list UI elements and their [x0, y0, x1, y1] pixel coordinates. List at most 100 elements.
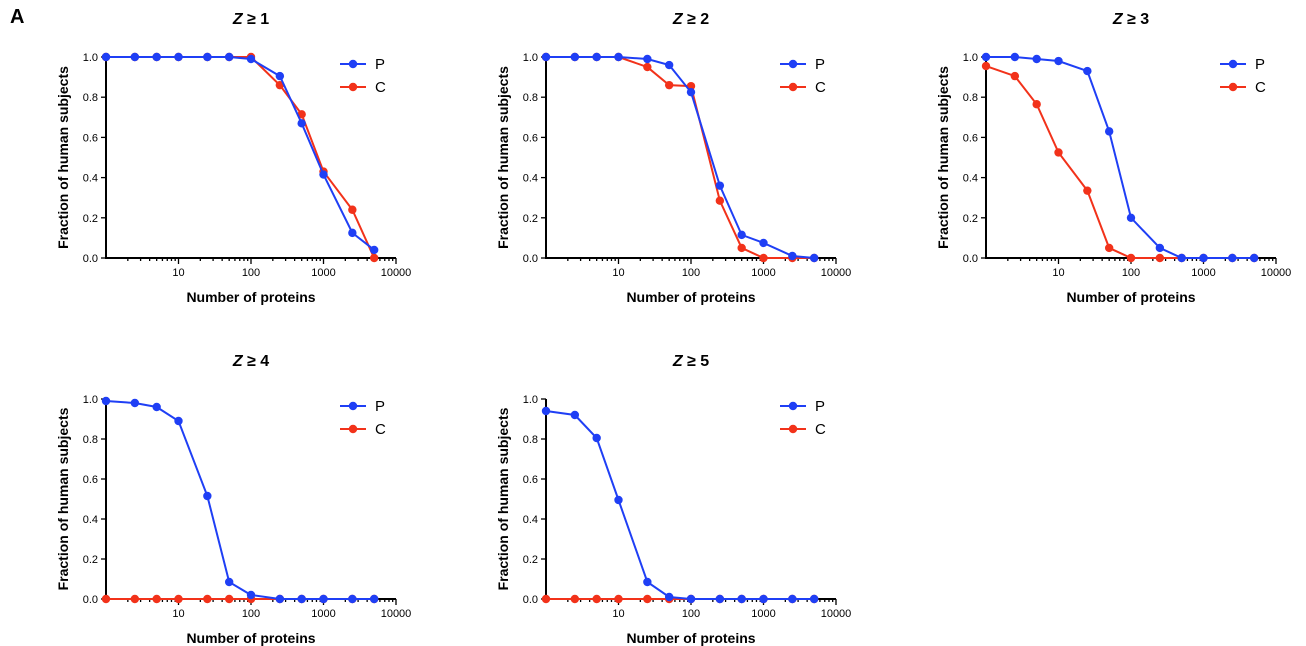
data-point-C — [592, 594, 601, 604]
data-point-C — [643, 62, 652, 72]
data-point-P — [101, 52, 111, 62]
data-point-C — [759, 253, 768, 263]
data-point-P — [348, 228, 357, 238]
legend-item-P: P — [780, 56, 825, 73]
data-point-P — [809, 253, 819, 263]
data-point-P — [1177, 253, 1186, 263]
legend-label: P — [815, 56, 825, 73]
data-point-C — [369, 253, 379, 263]
chart-title: Z ≥ 1 — [232, 11, 269, 28]
data-point-P — [759, 594, 768, 604]
data-point-P — [715, 594, 725, 604]
legend-item-C: C — [340, 79, 386, 96]
chart-panel-5: 0.0 0.2 0.4 0.6 0.8 1.0 10 100 1000 10000 Number o… — [495, 353, 851, 646]
y-tick-label: 0.6 — [523, 474, 538, 486]
series-line-P — [546, 56, 815, 259]
data-point-P — [297, 119, 306, 128]
data-point-P — [664, 592, 674, 602]
chart-title: Z ≥ 3 — [1112, 11, 1149, 28]
data-point-C — [1104, 243, 1114, 253]
data-point-P — [203, 52, 212, 62]
chart-title: Z ≥ 5 — [672, 353, 709, 370]
data-point-P — [570, 52, 580, 62]
data-point-C — [1126, 253, 1136, 263]
legend-label: C — [815, 421, 826, 438]
data-point-P — [1228, 253, 1237, 263]
x-tick-label: 10 — [612, 267, 624, 279]
legend-item-C: C — [780, 421, 826, 438]
data-point-C — [737, 243, 746, 253]
legend-item-P: P — [1220, 56, 1265, 73]
y-tick-label: 0.4 — [83, 173, 98, 185]
data-point-C — [174, 594, 183, 604]
y-tick-label: 0.6 — [83, 132, 98, 144]
data-point-C — [275, 80, 285, 90]
y-tick-label: 0.2 — [523, 213, 538, 225]
data-point-C — [203, 594, 212, 604]
legend-item-C: C — [1220, 79, 1266, 96]
legend-label: C — [1255, 79, 1266, 96]
data-point-P — [686, 87, 696, 97]
data-point-P — [224, 577, 234, 587]
data-point-P — [664, 60, 674, 70]
data-point-P — [246, 54, 256, 64]
y-tick-label: 0.0 — [523, 253, 538, 265]
y-tick-label: 0.0 — [963, 253, 978, 265]
data-point-P — [759, 238, 768, 248]
series-line-C — [985, 65, 1255, 259]
legend-label: P — [375, 56, 385, 73]
y-axis-label: Fraction of human subjects — [55, 66, 71, 249]
y-tick-label: 0.4 — [523, 514, 538, 526]
x-axis-label: Number of proteins — [186, 630, 315, 646]
data-point-C — [541, 594, 551, 604]
chart-panel-4: 0.0 0.2 0.4 0.6 0.8 1.0 10 100 1000 10000 Number o… — [55, 353, 411, 646]
panel-label: A — [10, 6, 25, 28]
legend-label: C — [815, 79, 826, 96]
y-axis-label: Fraction of human subjects — [935, 66, 951, 249]
legend-item-P: P — [340, 56, 385, 73]
x-tick-label: 1000 — [751, 608, 775, 620]
y-tick-label: 0.4 — [83, 514, 98, 526]
legend-swatch-marker — [788, 424, 798, 434]
data-point-P — [614, 495, 623, 505]
legend-item-C: C — [780, 79, 826, 96]
y-tick-label: 0.2 — [963, 213, 978, 225]
data-point-C — [130, 594, 140, 604]
series-line-P — [105, 400, 375, 600]
data-point-C — [1155, 253, 1165, 263]
legend-swatch-marker — [1228, 82, 1238, 92]
legend-label: C — [375, 79, 386, 96]
x-tick-label: 10000 — [1261, 267, 1292, 279]
data-point-P — [319, 594, 328, 604]
data-point-P — [1199, 253, 1208, 263]
data-point-P — [541, 406, 551, 416]
y-tick-label: 0.4 — [523, 173, 538, 185]
data-point-P — [1032, 54, 1041, 64]
legend-swatch-marker — [348, 59, 358, 69]
y-tick-label: 1.0 — [523, 394, 538, 406]
series-line-P — [545, 410, 815, 600]
legend-label: P — [815, 398, 825, 415]
legend-swatch-marker — [788, 59, 798, 69]
y-axis-label: Fraction of human subjects — [55, 407, 71, 590]
data-point-C — [101, 594, 111, 604]
legend-label: P — [1255, 56, 1265, 73]
data-point-P — [174, 52, 183, 62]
y-tick-label: 0.8 — [963, 92, 978, 104]
legend-swatch-marker — [348, 82, 358, 92]
y-tick-label: 1.0 — [963, 52, 978, 64]
chart-panel-1: 0.0 0.2 0.4 0.6 0.8 1.0 10 100 1000 10000 Number o… — [55, 11, 411, 305]
legend-swatch-marker — [348, 424, 358, 434]
chart-panel-2: 0.0 0.2 0.4 0.6 0.8 1.0 10 100 1000 10000 Number o… — [495, 11, 851, 305]
x-tick-label: 10000 — [381, 608, 412, 620]
y-tick-label: 0.0 — [523, 594, 538, 606]
data-point-P — [152, 52, 161, 62]
x-tick-label: 1000 — [311, 608, 335, 620]
y-tick-label: 0.2 — [83, 554, 98, 566]
y-tick-label: 0.6 — [83, 474, 98, 486]
legend-item-P: P — [780, 398, 825, 415]
y-tick-label: 1.0 — [83, 52, 98, 64]
x-tick-label: 10000 — [381, 267, 412, 279]
y-tick-label: 0.2 — [523, 554, 538, 566]
